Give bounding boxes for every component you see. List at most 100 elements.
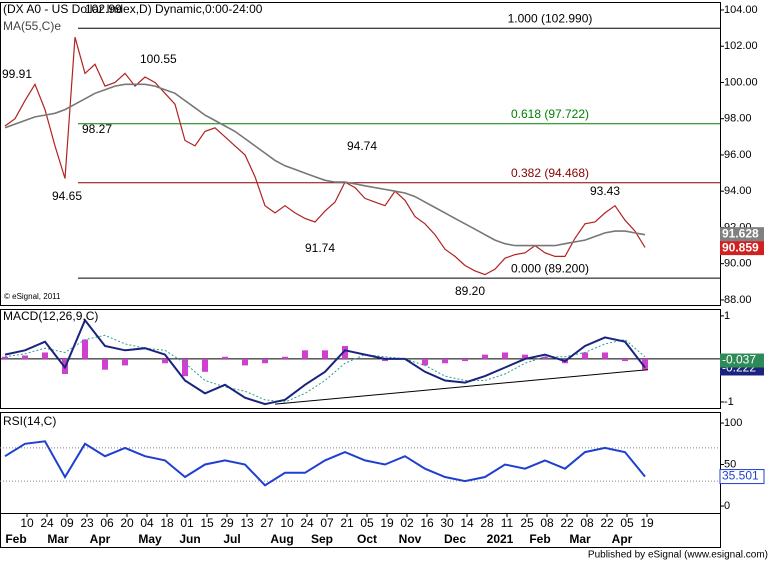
histogram-bar [242, 358, 248, 366]
histogram-bar [282, 356, 288, 359]
y-tick-label: 0 [724, 500, 730, 512]
month-label: Feb [5, 532, 26, 546]
x-tick-label: 25 [520, 516, 534, 530]
x-tick-label: 01 [180, 516, 194, 530]
publisher: Published by eSignal (www.esignal.com) [588, 550, 768, 561]
histogram-bar [122, 358, 128, 366]
fib-label: 0.382 (94.468) [511, 166, 589, 180]
annotation: 99.91 [2, 67, 32, 81]
value-tag-label: 35.501 [722, 469, 759, 483]
y-tick-label: 96.00 [724, 149, 752, 161]
histogram-bar [642, 358, 648, 370]
value-tag [720, 227, 764, 242]
x-tick-label: 14 [460, 516, 474, 530]
x-tick-label: 19 [380, 516, 394, 530]
plot: 104.00102.00100.0098.0096.0094.0092.0090… [0, 2, 765, 548]
x-tick-label: 28 [480, 516, 494, 530]
copyright: © eSignal, 2011 [4, 292, 61, 301]
y-tick-label: 100.00 [724, 76, 758, 88]
y-tick-label: 90.00 [724, 258, 752, 270]
ma-label: MA(55,C)e [3, 19, 61, 33]
fib-label: 0.000 (89.200) [511, 261, 589, 275]
month-label: Feb [529, 532, 550, 546]
x-tick-label: 05 [620, 516, 634, 530]
x-tick-label: 16 [420, 516, 434, 530]
y-tick-label: -1 [724, 396, 734, 408]
histogram-bar [162, 358, 168, 364]
histogram-bar [602, 352, 608, 359]
y-tick-label: 104.00 [724, 4, 758, 16]
month-label: Jul [223, 532, 240, 546]
x-tick-label: 22 [560, 516, 574, 530]
value-tag-label: -0.037 [722, 353, 756, 367]
histogram-bar [522, 354, 528, 359]
histogram-bar [382, 358, 388, 362]
histogram-bar [462, 358, 468, 362]
month-label: Aug [270, 532, 293, 546]
value-tag-label: 91.628 [722, 226, 759, 240]
histogram-bar [482, 354, 488, 359]
annotation: 94.74 [347, 139, 377, 153]
annotation: 98.27 [82, 122, 112, 136]
chart-title: (DX A0 - US Dollar Index,D) Dynamic,0:00… [3, 2, 263, 16]
histogram-bar [202, 358, 208, 372]
y-tick-label: 102.00 [724, 40, 758, 52]
annotation: 91.74 [305, 241, 335, 255]
month-label: Apr [612, 532, 633, 546]
histogram-bar [222, 356, 228, 359]
x-tick-label: 07 [320, 516, 334, 530]
x-tick-label: 18 [160, 516, 174, 530]
x-tick-label: 15 [200, 516, 214, 530]
y-tick-label: 98.00 [724, 113, 752, 125]
histogram-bar [542, 356, 548, 359]
histogram-bar [322, 350, 328, 359]
rsi-line [4, 440, 646, 487]
histogram-bar [422, 358, 428, 366]
fib-label: 0.618 (97.722) [511, 107, 589, 121]
x-tick-label: 30 [440, 516, 454, 530]
histogram-bar [22, 355, 28, 359]
fib-label: 1.000 (102.990) [508, 11, 593, 25]
x-tick-label: 10 [280, 516, 294, 530]
value-tag [719, 469, 765, 485]
month-label: Nov [399, 532, 422, 546]
month-label: Dec [444, 532, 466, 546]
x-tick-label: 06 [100, 516, 114, 530]
y-tick-label: 1 [724, 310, 730, 322]
histogram-bar [182, 358, 188, 377]
annotation: 89.20 [455, 284, 485, 298]
annotation: 102.99 [85, 2, 122, 16]
month-label: Apr [90, 532, 111, 546]
histogram-bar [102, 358, 108, 370]
histogram-bar [622, 358, 628, 362]
month-label: Mar [47, 532, 69, 546]
x-tick-label: 29 [220, 516, 234, 530]
x-tick-label: 13 [240, 516, 254, 530]
histogram-bar [82, 339, 88, 359]
histogram-bar [302, 350, 308, 359]
month-label: Sep [311, 532, 333, 546]
x-tick-label: 24 [300, 516, 314, 530]
x-tick-label: 19 [640, 516, 654, 530]
x-tick-label: 08 [540, 516, 554, 530]
x-tick-label: 02 [400, 516, 414, 530]
histogram-bar [262, 358, 268, 364]
x-tick-label: 11 [501, 516, 514, 530]
macd-title: MACD(12,26,9,C) [3, 309, 98, 323]
value-tag [720, 241, 764, 256]
y-tick-label: 50 [724, 458, 736, 470]
histogram-bar [2, 356, 8, 359]
month-label: Jun [179, 532, 200, 546]
macd-line [4, 318, 646, 406]
month-label: Oct [357, 532, 377, 546]
x-axis-frame [0, 513, 721, 548]
month-label: May [138, 532, 162, 546]
annotation: 94.65 [52, 189, 82, 203]
annotation: 93.43 [590, 184, 620, 198]
x-tick-label: 23 [80, 516, 94, 530]
trendline [274, 369, 649, 405]
histogram-bar [42, 352, 48, 359]
annotation: 100.55 [140, 52, 177, 66]
